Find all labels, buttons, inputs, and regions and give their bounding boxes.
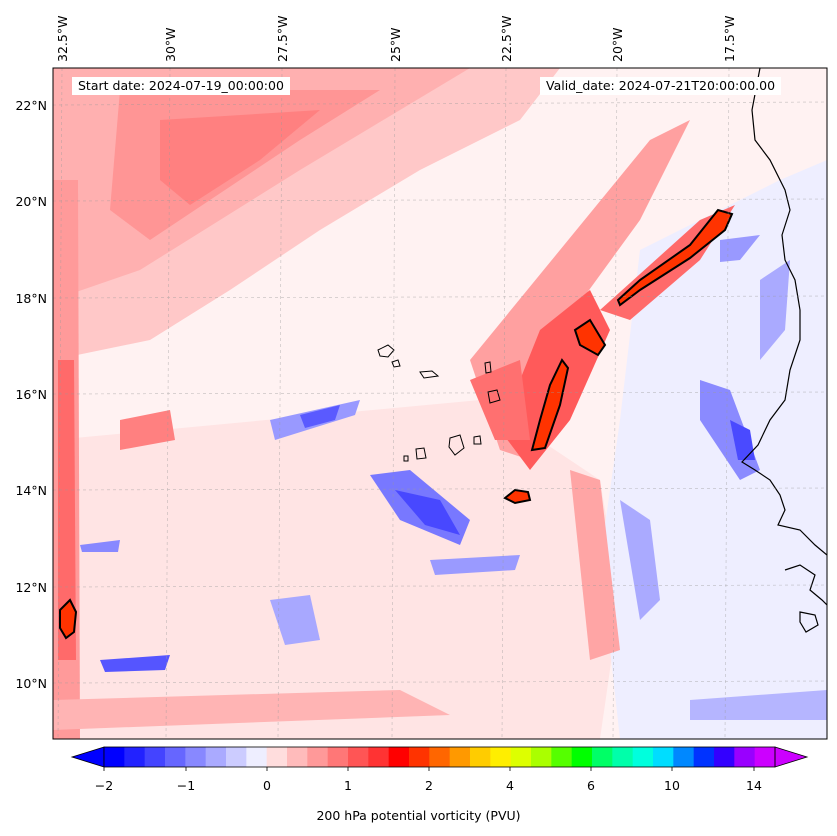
colorbar-cell [287,747,308,767]
colorbar-cell [551,747,573,767]
lat-tick-label: 16°N [15,387,47,402]
lon-tick-label: 30°W [163,27,178,62]
colorbar-tick-label: −2 [95,778,113,793]
colorbar-cell [104,747,125,767]
colorbar-cell [368,747,390,767]
colorbar-cell [531,747,552,767]
colorbar-cell [348,747,369,767]
map-frame [52,67,828,740]
lat-tick-label: 18°N [15,291,47,306]
colorbar-cell [470,747,491,767]
colorbar: −2 −1 0 1 2 4 6 10 14 [70,746,809,793]
colorbar-cell [327,747,349,767]
colorbar-cell [592,747,613,767]
colorbar-cell [714,747,735,767]
islands [377,344,501,462]
lon-tick-label: 20°W [610,27,625,62]
colorbar-cell [226,747,247,767]
colorbar-cell [409,747,430,767]
colorbar-cell [490,747,512,767]
lat-tick-label: 22°N [15,98,47,113]
colorbar-tick-label: 10 [664,778,680,793]
colorbar-cell [449,747,471,767]
colorbar-cell [124,747,146,767]
lat-tick-label: 20°N [15,194,47,209]
colorbar-extend-min [70,746,105,768]
colorbar-cells [104,747,776,767]
start-date-label: Start date: 2024-07-19_00:00:00 [72,77,290,95]
lon-tick-label: 22.5°W [499,16,514,62]
lon-tick-label: 25°W [388,27,403,62]
colorbar-cell [144,747,166,767]
colorbar-tick-label: 14 [746,778,762,793]
colorbar-tick-label: −1 [177,778,195,793]
colorbar-cell [246,747,268,767]
colorbar-tick-label: 4 [506,778,514,793]
colorbar-cell [429,747,451,767]
coastline [741,68,827,633]
latitude-axis: 22°N 20°N 18°N 16°N 14°N 12°N 10°N [15,98,47,691]
colorbar-cell [632,747,654,767]
lat-tick-label: 14°N [15,483,47,498]
colorbar-cell [185,747,207,767]
lat-tick-label: 10°N [15,676,47,691]
colorbar-ticks [103,767,755,771]
gridlines [53,68,827,739]
lon-tick-label: 27.5°W [275,16,290,62]
lat-tick-label: 12°N [15,580,47,595]
colorbar-cell [734,747,756,767]
colorbar-tick-label: 0 [263,778,271,793]
colorbar-cell [673,747,695,767]
colorbar-cell [571,747,593,767]
colorbar-cell [266,747,288,767]
colorbar-cell [205,747,227,767]
colorbar-label: 200 hPa potential vorticity (PVU) [316,808,521,823]
colorbar-tick-label: 6 [587,778,595,793]
colorbar-cell [612,747,634,767]
colorbar-cell [165,747,186,767]
colorbar-cell [388,747,410,767]
colorbar-cell [307,747,329,767]
colorbar-cell [693,747,715,767]
longitude-axis: 32.5°W 30°W 27.5°W 25°W 22.5°W 20°W 17.5… [55,16,737,62]
lon-tick-label: 17.5°W [722,16,737,62]
colorbar-extend-max [774,746,809,768]
colorbar-cell [510,747,532,767]
colorbar-tick-label: 2 [425,778,433,793]
colorbar-cell [754,747,776,767]
colorbar-tick-labels: −2 −1 0 1 2 4 6 10 14 [95,778,762,793]
lon-tick-label: 32.5°W [55,16,70,62]
pv-field [53,68,827,739]
colorbar-cell [653,747,674,767]
valid-date-label: Valid_date: 2024-07-21T20:00:00.00 [540,77,782,95]
colorbar-tick-label: 1 [344,778,352,793]
